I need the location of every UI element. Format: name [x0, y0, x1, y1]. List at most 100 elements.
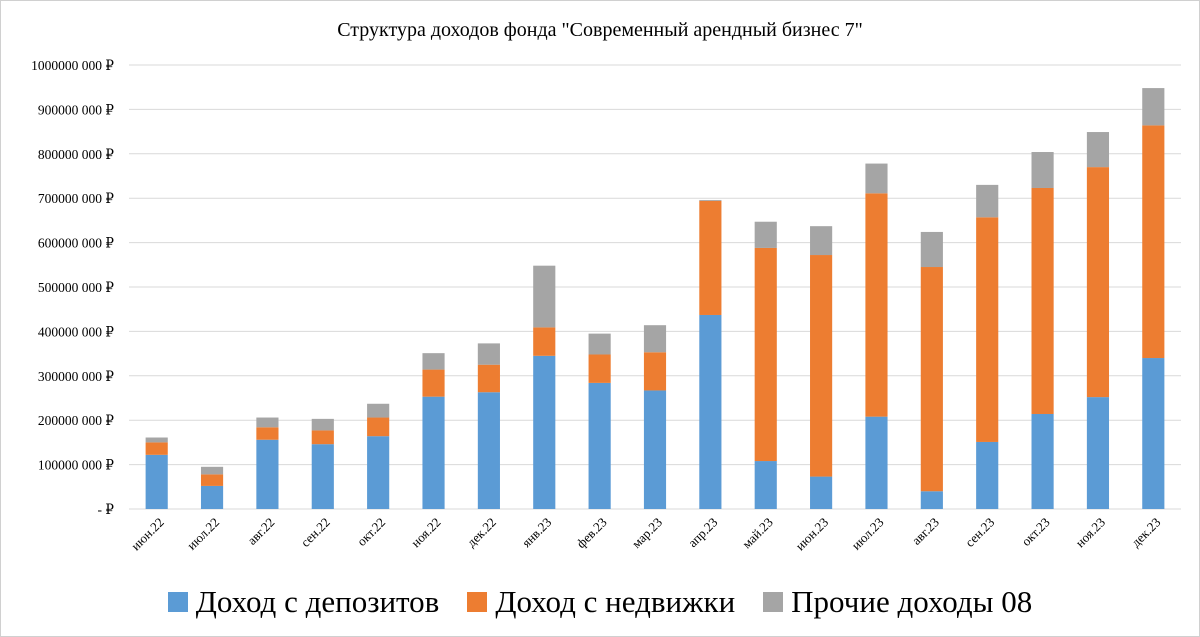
legend-swatch	[467, 592, 488, 612]
x-tick-label: авг.23	[909, 515, 942, 548]
bar-segment	[311, 444, 334, 509]
bar-segment	[643, 390, 667, 509]
legend-item: Доход с недвижки	[467, 584, 735, 620]
bar-segment	[145, 454, 168, 509]
bar-segment	[200, 474, 224, 486]
bar-segment	[810, 255, 833, 477]
bar-segment	[588, 382, 611, 509]
x-tick-label: апр.23	[685, 515, 721, 551]
x-tick-label: июл.22	[184, 515, 222, 553]
x-tick-label: мар.23	[629, 515, 666, 552]
bar-segment	[367, 436, 390, 509]
y-tick-label: 100000 000 ₽	[38, 458, 115, 473]
x-tick-label: ноя.22	[408, 515, 444, 551]
bar-segment	[533, 355, 556, 509]
bar-segment	[477, 392, 500, 509]
y-tick-label: 300000 000 ₽	[38, 369, 115, 384]
bar-segment	[311, 430, 334, 445]
bar-segment	[754, 461, 777, 509]
y-tick-label: 1000000 000 ₽	[31, 58, 114, 73]
bar-segment	[1031, 187, 1054, 414]
legend-item: Прочие доходы 08	[763, 584, 1032, 620]
bar-segment	[699, 200, 722, 315]
x-tick-label: май.23	[739, 515, 776, 552]
y-tick-label: 400000 000 ₽	[38, 324, 115, 339]
bar-segment	[311, 418, 334, 431]
bar-segment	[1031, 152, 1054, 188]
legend-swatch	[167, 592, 188, 612]
bar-segment	[865, 163, 888, 194]
bar-segment	[477, 343, 500, 365]
bar-segment	[1086, 397, 1110, 509]
y-tick-label: 700000 000 ₽	[38, 191, 115, 206]
bar-segment	[256, 439, 279, 509]
bar-segment	[699, 314, 722, 509]
bar-segment	[810, 226, 833, 256]
bar-segment	[976, 184, 999, 218]
legend-label: Доход с депозитов	[195, 584, 440, 619]
x-tick-label: окт.23	[1018, 515, 1052, 549]
bar-segment	[367, 403, 390, 418]
x-tick-label: дек.22	[464, 515, 499, 550]
x-tick-label: авг.22	[244, 515, 277, 548]
bar-segment	[754, 247, 777, 462]
x-tick-label: июн.22	[128, 515, 167, 554]
x-tick-label: ноя.23	[1072, 515, 1108, 551]
y-tick-label: 600000 000 ₽	[38, 236, 115, 251]
bar-segment	[699, 199, 722, 201]
bar-segment	[200, 466, 224, 475]
x-tick-label: фев.23	[573, 515, 609, 551]
bar-segment	[643, 325, 667, 353]
bar-segment	[477, 364, 500, 393]
legend-label: Доход с недвижки	[495, 584, 736, 619]
bar-segment	[920, 231, 943, 268]
legend-item: Доход с депозитов	[167, 584, 440, 620]
bar-segment	[256, 417, 279, 428]
bar-segment	[1086, 132, 1110, 168]
bar-segment	[256, 427, 279, 440]
y-tick-label: 900000 000 ₽	[38, 102, 115, 117]
x-tick-label: янв.23	[519, 515, 555, 551]
bar-segment	[1031, 413, 1054, 509]
bar-segment	[810, 476, 833, 509]
bar-segment	[920, 491, 943, 509]
y-tick-label: 800000 000 ₽	[38, 147, 115, 162]
bar-segment	[976, 441, 999, 509]
x-tick-label: июн.23	[792, 515, 831, 554]
bar-segment	[643, 352, 667, 391]
bar-segment	[865, 193, 888, 417]
x-tick-label: дек.23	[1128, 515, 1163, 550]
bar-segment	[533, 327, 556, 356]
x-tick-label: сен.22	[298, 515, 333, 550]
x-tick-label: июл.23	[848, 515, 886, 553]
bar-segment	[422, 369, 445, 397]
x-tick-label: окт.22	[354, 515, 388, 549]
y-tick-label: 500000 000 ₽	[38, 280, 115, 295]
bar-segment	[422, 396, 445, 509]
legend-swatch	[763, 592, 784, 612]
bar-segment	[422, 353, 445, 370]
legend: Доход с депозитов Доход с недвижки Прочие …	[1, 584, 1199, 620]
y-tick-label: - ₽	[98, 502, 115, 517]
bar-segment	[200, 485, 224, 509]
chart-title: Структура доходов фонда "Современный аре…	[337, 19, 863, 41]
y-tick-label: 200000 000 ₽	[38, 413, 115, 428]
bar-segment	[976, 217, 999, 442]
bar-segment	[367, 417, 390, 437]
bar-segment	[588, 333, 611, 355]
bar-segment	[1086, 167, 1110, 398]
x-tick-label: сен.23	[962, 515, 997, 550]
bar-segment	[145, 442, 168, 455]
bar-segment	[754, 221, 777, 248]
bar-segment	[533, 265, 556, 328]
bar-segment	[1142, 358, 1165, 509]
bar-segment	[865, 416, 888, 509]
bar-segment	[1142, 125, 1165, 359]
bar-segment	[1142, 88, 1165, 126]
bar-segment	[588, 354, 611, 383]
legend-label: Прочие доходы 08	[791, 584, 1033, 619]
bar-segment	[920, 267, 943, 492]
bar-segment	[145, 437, 168, 443]
